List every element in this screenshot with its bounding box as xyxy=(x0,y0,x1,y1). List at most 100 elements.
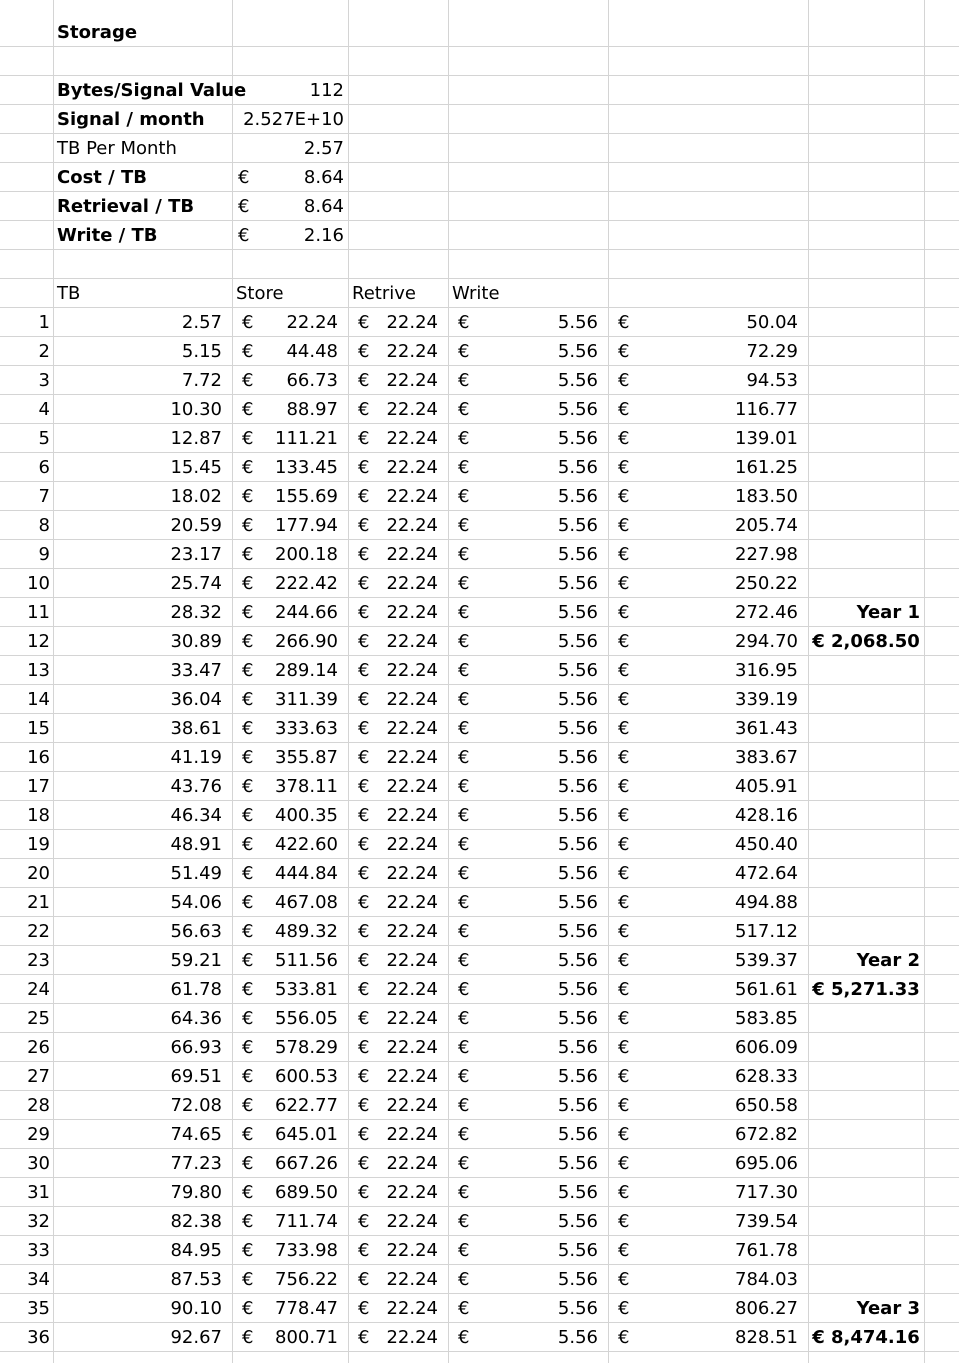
currency-symbol[interactable]: € xyxy=(458,1327,470,1348)
currency-symbol[interactable]: € xyxy=(618,689,630,710)
row-number[interactable]: 32 xyxy=(27,1211,50,1232)
currency-symbol[interactable]: € xyxy=(358,1327,370,1348)
retrieve-value[interactable]: 22.24 xyxy=(386,341,438,362)
currency-symbol[interactable]: € xyxy=(242,747,254,768)
row-number[interactable]: 18 xyxy=(27,805,50,826)
param-label[interactable]: TB Per Month xyxy=(57,138,177,159)
currency-symbol[interactable]: € xyxy=(458,602,470,623)
currency-symbol[interactable]: € xyxy=(618,660,630,681)
retrieve-value[interactable]: 22.24 xyxy=(386,1153,438,1174)
store-value[interactable]: 444.84 xyxy=(275,863,338,884)
tb-value[interactable]: 43.76 xyxy=(170,776,222,797)
currency-symbol[interactable]: € xyxy=(458,1153,470,1174)
currency-symbol[interactable]: € xyxy=(358,486,370,507)
currency-symbol[interactable]: € xyxy=(618,1327,630,1348)
currency-symbol[interactable]: € xyxy=(458,573,470,594)
currency-symbol[interactable]: € xyxy=(458,1240,470,1261)
total-value[interactable]: 116.77 xyxy=(735,399,798,420)
total-value[interactable]: 650.58 xyxy=(735,1095,798,1116)
tb-value[interactable]: 74.65 xyxy=(170,1124,222,1145)
write-value[interactable]: 5.56 xyxy=(557,1095,598,1116)
store-value[interactable]: 22.24 xyxy=(286,312,338,333)
total-value[interactable]: 717.30 xyxy=(735,1182,798,1203)
row-number[interactable]: 27 xyxy=(27,1066,50,1087)
currency-symbol[interactable]: € xyxy=(458,1211,470,1232)
currency-symbol[interactable]: € xyxy=(358,573,370,594)
write-value[interactable]: 5.56 xyxy=(557,486,598,507)
currency-symbol[interactable]: € xyxy=(458,921,470,942)
row-number[interactable]: 28 xyxy=(27,1095,50,1116)
currency-symbol[interactable]: € xyxy=(242,631,254,652)
currency-symbol[interactable]: € xyxy=(242,1269,254,1290)
currency-symbol[interactable]: € xyxy=(618,1269,630,1290)
tb-value[interactable]: 33.47 xyxy=(170,660,222,681)
currency-symbol[interactable]: € xyxy=(242,1095,254,1116)
store-value[interactable]: 66.73 xyxy=(286,370,338,391)
currency-symbol[interactable]: € xyxy=(242,602,254,623)
store-value[interactable]: 400.35 xyxy=(275,805,338,826)
currency-symbol[interactable]: € xyxy=(358,718,370,739)
total-value[interactable]: 472.64 xyxy=(735,863,798,884)
currency-symbol[interactable]: € xyxy=(242,979,254,1000)
retrieve-value[interactable]: 22.24 xyxy=(386,602,438,623)
currency-symbol[interactable]: € xyxy=(618,834,630,855)
total-value[interactable]: 272.46 xyxy=(735,602,798,623)
currency-symbol[interactable]: € xyxy=(458,428,470,449)
tb-value[interactable]: 38.61 xyxy=(170,718,222,739)
retrieve-value[interactable]: 22.24 xyxy=(386,1008,438,1029)
currency-symbol[interactable]: € xyxy=(242,1066,254,1087)
total-value[interactable]: 205.74 xyxy=(735,515,798,536)
currency-symbol[interactable]: € xyxy=(458,979,470,1000)
currency-symbol[interactable]: € xyxy=(358,1066,370,1087)
currency-symbol[interactable]: € xyxy=(242,370,254,391)
total-value[interactable]: 405.91 xyxy=(735,776,798,797)
year-summary[interactable]: Year 1 xyxy=(856,602,920,623)
currency-symbol[interactable]: € xyxy=(238,167,250,188)
write-value[interactable]: 5.56 xyxy=(557,399,598,420)
currency-symbol[interactable]: € xyxy=(242,312,254,333)
row-number[interactable]: 13 xyxy=(27,660,50,681)
currency-symbol[interactable]: € xyxy=(242,486,254,507)
retrieve-value[interactable]: 22.24 xyxy=(386,834,438,855)
write-value[interactable]: 5.56 xyxy=(557,544,598,565)
total-value[interactable]: 539.37 xyxy=(735,950,798,971)
currency-symbol[interactable]: € xyxy=(618,1008,630,1029)
retrieve-value[interactable]: 22.24 xyxy=(386,950,438,971)
retrieve-value[interactable]: 22.24 xyxy=(386,573,438,594)
currency-symbol[interactable]: € xyxy=(242,1182,254,1203)
store-value[interactable]: 311.39 xyxy=(275,689,338,710)
currency-symbol[interactable]: € xyxy=(358,1269,370,1290)
currency-symbol[interactable]: € xyxy=(238,225,250,246)
currency-symbol[interactable]: € xyxy=(358,660,370,681)
currency-symbol[interactable]: € xyxy=(458,1008,470,1029)
currency-symbol[interactable]: € xyxy=(358,1153,370,1174)
currency-symbol[interactable]: € xyxy=(358,776,370,797)
header-tb[interactable]: TB xyxy=(57,283,81,304)
param-value[interactable]: 112 xyxy=(309,80,344,101)
currency-symbol[interactable]: € xyxy=(242,776,254,797)
write-value[interactable]: 5.56 xyxy=(557,631,598,652)
retrieve-value[interactable]: 22.24 xyxy=(386,631,438,652)
currency-symbol[interactable]: € xyxy=(358,457,370,478)
total-value[interactable]: 294.70 xyxy=(735,631,798,652)
row-number[interactable]: 23 xyxy=(27,950,50,971)
currency-symbol[interactable]: € xyxy=(618,979,630,1000)
store-value[interactable]: 244.66 xyxy=(275,602,338,623)
total-value[interactable]: 784.03 xyxy=(735,1269,798,1290)
row-number[interactable]: 25 xyxy=(27,1008,50,1029)
retrieve-value[interactable]: 22.24 xyxy=(386,370,438,391)
total-value[interactable]: 361.43 xyxy=(735,718,798,739)
tb-value[interactable]: 48.91 xyxy=(170,834,222,855)
write-value[interactable]: 5.56 xyxy=(557,776,598,797)
row-number[interactable]: 35 xyxy=(27,1298,50,1319)
tb-value[interactable]: 64.36 xyxy=(170,1008,222,1029)
currency-symbol[interactable]: € xyxy=(358,863,370,884)
currency-symbol[interactable]: € xyxy=(458,950,470,971)
currency-symbol[interactable]: € xyxy=(358,631,370,652)
row-number[interactable]: 2 xyxy=(38,341,50,362)
store-value[interactable]: 733.98 xyxy=(275,1240,338,1261)
tb-value[interactable]: 54.06 xyxy=(170,892,222,913)
currency-symbol[interactable]: € xyxy=(358,1298,370,1319)
currency-symbol[interactable]: € xyxy=(358,1037,370,1058)
